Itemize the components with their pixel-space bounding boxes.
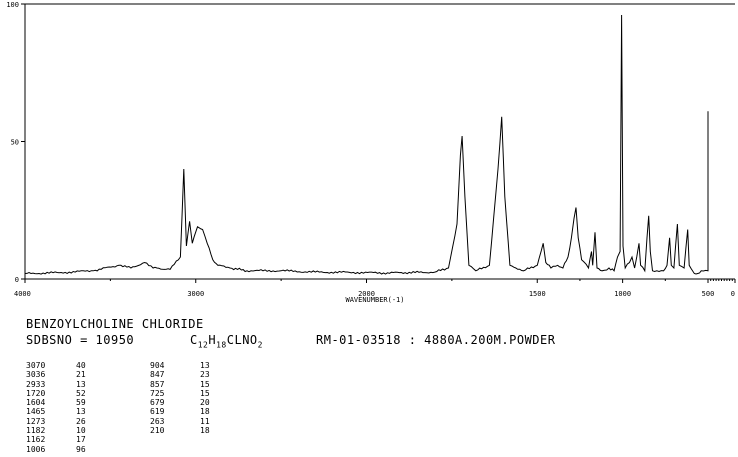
peak-intensity: 59	[76, 398, 86, 408]
peak-intensity: 26	[76, 416, 86, 426]
peak-intensity: 11	[200, 416, 210, 426]
peak-intensity: 15	[200, 379, 210, 389]
peak-wavenumber: 847	[150, 370, 165, 380]
x-tick-label: 0	[731, 290, 735, 298]
peak-row: 847 23	[150, 370, 220, 379]
peak-wavenumber: 1604	[26, 398, 46, 408]
x-tick-label: 500	[702, 290, 715, 298]
peak-intensity: 96	[76, 444, 86, 454]
peak-row: 3070 40	[26, 361, 96, 370]
chart-axes	[24, 3, 735, 280]
peak-row: 904 13	[150, 361, 220, 370]
peak-intensity: 40	[76, 361, 86, 370]
peak-intensity: 13	[76, 379, 86, 389]
peak-row: 2933 13	[26, 380, 96, 389]
peak-row: 210 18	[150, 426, 220, 435]
compound-name: BENZOYLCHOLINE CHLORIDE	[26, 317, 204, 331]
x-tick-label: 1500	[529, 290, 546, 298]
peak-row: 619 18	[150, 407, 220, 416]
peak-row: 263 11	[150, 417, 220, 426]
peak-intensity: 23	[200, 370, 210, 380]
peak-intensity: 20	[200, 398, 210, 408]
measurement-info: RM-01-03518 : 4880A.200M.POWDER	[316, 333, 556, 347]
peak-wavenumber: 3036	[26, 370, 46, 380]
peak-wavenumber: 904	[150, 361, 165, 370]
peak-wavenumber: 1720	[26, 388, 46, 398]
peak-wavenumber: 857	[150, 379, 165, 389]
y-tick-label: 0	[15, 276, 19, 284]
x-tick-label: 4000	[14, 290, 31, 298]
peak-wavenumber: 1006	[26, 444, 46, 454]
spectrum-line	[24, 14, 709, 275]
peak-wavenumber: 263	[150, 416, 165, 426]
peak-wavenumber: 725	[150, 388, 165, 398]
peak-wavenumber: 2933	[26, 379, 46, 389]
peak-wavenumber: 210	[150, 426, 165, 436]
peak-intensity: 52	[76, 388, 86, 398]
x-tick-label: 3000	[187, 290, 204, 298]
peak-wavenumber: 1182	[26, 426, 46, 436]
peak-row: 1182 10	[26, 426, 96, 435]
peak-wavenumber: 3070	[26, 361, 46, 370]
peak-intensity: 13	[200, 361, 210, 370]
peak-row: 1006 96	[26, 445, 96, 454]
peak-intensity: 13	[76, 407, 86, 417]
molecular-formula: C12H18CLNO2	[190, 333, 263, 350]
peak-wavenumber: 1162	[26, 435, 46, 445]
peak-table-left: 3070 40 3036 21 2933 13 1720 52 1604 59 1465 13 1273…	[26, 361, 96, 454]
peak-row: 1465 13	[26, 407, 96, 416]
x-tick-label: 1000	[614, 290, 631, 298]
peak-row: 1273 26	[26, 417, 96, 426]
peak-intensity: 18	[200, 407, 210, 417]
sdbs-number: SDBSNO = 10950	[26, 333, 135, 347]
x-axis-label: WAVENUMBER(-1)	[345, 296, 404, 304]
peak-intensity: 15	[200, 388, 210, 398]
peak-row: 1720 52	[26, 389, 96, 398]
peak-table-right: 904 13 847 23 857 15 725 15 679 20 619 18 263 11 210 18	[150, 361, 220, 435]
peak-intensity: 21	[76, 370, 86, 380]
y-tick-label: 100	[6, 1, 19, 9]
peak-row: 3036 21	[26, 370, 96, 379]
peak-intensity: 17	[76, 435, 86, 445]
y-tick-label: 50	[11, 139, 19, 147]
peak-intensity: 10	[76, 426, 86, 436]
x-tick-label: 2000	[358, 290, 375, 298]
peak-row: 1162 17	[26, 435, 96, 444]
peak-row: 1604 59	[26, 398, 96, 407]
peak-wavenumber: 1465	[26, 407, 46, 417]
peak-row: 679 20	[150, 398, 220, 407]
peak-wavenumber: 1273	[26, 416, 46, 426]
peak-wavenumber: 679	[150, 398, 165, 408]
peak-row: 725 15	[150, 389, 220, 398]
peak-row: 857 15	[150, 380, 220, 389]
peak-intensity: 18	[200, 426, 210, 436]
peak-wavenumber: 619	[150, 407, 165, 417]
